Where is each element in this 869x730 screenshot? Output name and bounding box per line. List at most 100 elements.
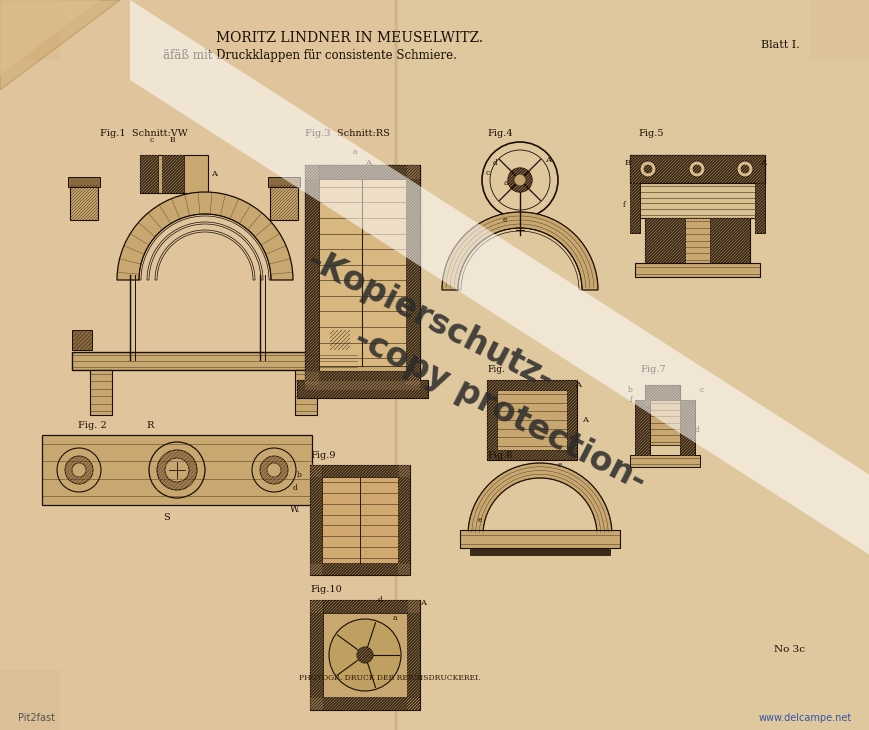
Bar [309,465,409,477]
Text: e: e [477,516,481,524]
Bar [90,370,112,415]
Text: Pit2fast: Pit2fast [18,713,55,723]
Circle shape [736,161,753,177]
Text: Fig.4: Fig.4 [487,128,512,137]
Text: A: A [365,159,370,167]
Circle shape [252,448,295,492]
Bar [305,165,420,179]
Bar [629,155,764,183]
Bar [680,400,694,460]
Bar [629,455,700,467]
Bar [644,218,749,263]
Bar [309,600,420,613]
Text: A: A [420,599,426,607]
Bar [140,155,208,193]
Text: Fig. 2: Fig. 2 [78,420,107,429]
Bar [397,465,409,575]
Text: PHOTOGR. DRUCK DER REICHSDRUCKEREI.: PHOTOGR. DRUCK DER REICHSDRUCKEREI. [299,674,481,682]
Bar [0,0,395,730]
Text: a: a [352,148,357,156]
Text: A: A [544,156,550,164]
Bar [162,155,183,193]
Circle shape [356,647,373,663]
Text: äfäß mit Druckklappen für consistente Schmiere.: äfäß mit Druckklappen für consistente Sc… [163,50,456,63]
Bar [268,177,300,187]
Text: A: A [581,416,587,424]
Text: -Kopierschutz-: -Kopierschutz- [301,244,558,396]
Text: No 3c: No 3c [773,645,805,655]
Text: d: d [694,426,699,434]
Bar [296,380,428,398]
Text: Blatt I.: Blatt I. [760,40,799,50]
Text: B: B [169,136,175,144]
Bar [68,177,100,187]
Bar [637,183,755,218]
Bar [305,165,420,385]
Circle shape [740,165,748,173]
Text: c: c [149,136,154,144]
Text: e: e [502,216,507,224]
Bar [309,465,409,575]
Circle shape [165,458,189,482]
Text: Fig.: Fig. [487,366,504,374]
Circle shape [72,463,86,477]
Text: S: S [163,512,170,521]
Bar [460,530,620,548]
Text: -copy protection-: -copy protection- [348,322,651,498]
Text: Fig.3  Schnitt:RS: Fig.3 Schnitt:RS [305,128,389,137]
Bar [269,185,298,220]
Text: MORITZ LINDNER IN MEUSELWITZ.: MORITZ LINDNER IN MEUSELWITZ. [216,31,483,45]
Bar [305,165,319,385]
Text: A: A [574,381,580,389]
Bar [322,477,397,563]
Text: Fig.9: Fig.9 [309,450,335,459]
Wedge shape [116,192,293,280]
Wedge shape [441,212,597,290]
Text: Fig.10: Fig.10 [309,585,342,594]
Text: www.delcampe.net: www.delcampe.net [758,713,851,723]
Bar [140,155,158,193]
Text: c: c [485,169,489,177]
Circle shape [693,165,700,173]
Bar [395,0,869,730]
Bar [72,330,92,350]
Circle shape [260,456,288,484]
Wedge shape [468,463,611,535]
Text: A: A [211,170,216,178]
Text: Fig.8: Fig.8 [487,450,512,459]
Bar [407,600,420,710]
Text: b: b [627,386,633,394]
Bar [649,400,680,445]
Circle shape [643,165,651,173]
Bar [295,370,316,415]
Text: Fig.1  Schnitt:VW: Fig.1 Schnitt:VW [100,128,188,137]
Text: B: B [624,159,630,167]
Text: Fig.5: Fig.5 [637,128,663,137]
Bar [0,0,60,60]
Bar [809,0,869,60]
Bar [634,400,649,460]
Bar [305,371,420,390]
Circle shape [65,456,93,484]
Text: e: e [557,461,561,469]
Bar [309,697,420,710]
Bar [0,670,60,730]
Bar [406,165,420,385]
Bar [309,465,322,575]
Circle shape [514,174,526,186]
Bar [469,548,609,555]
Bar [634,263,760,277]
Circle shape [688,161,704,177]
Bar [319,179,406,366]
Circle shape [267,463,281,477]
Text: W.: W. [289,505,300,515]
Text: Fig.7: Fig.7 [640,366,665,374]
Polygon shape [129,0,869,555]
Text: c: c [700,386,703,394]
Polygon shape [0,0,100,75]
Circle shape [507,168,531,192]
Text: d: d [293,484,298,492]
Text: d: d [377,596,382,604]
Bar [496,390,567,450]
Circle shape [57,448,101,492]
